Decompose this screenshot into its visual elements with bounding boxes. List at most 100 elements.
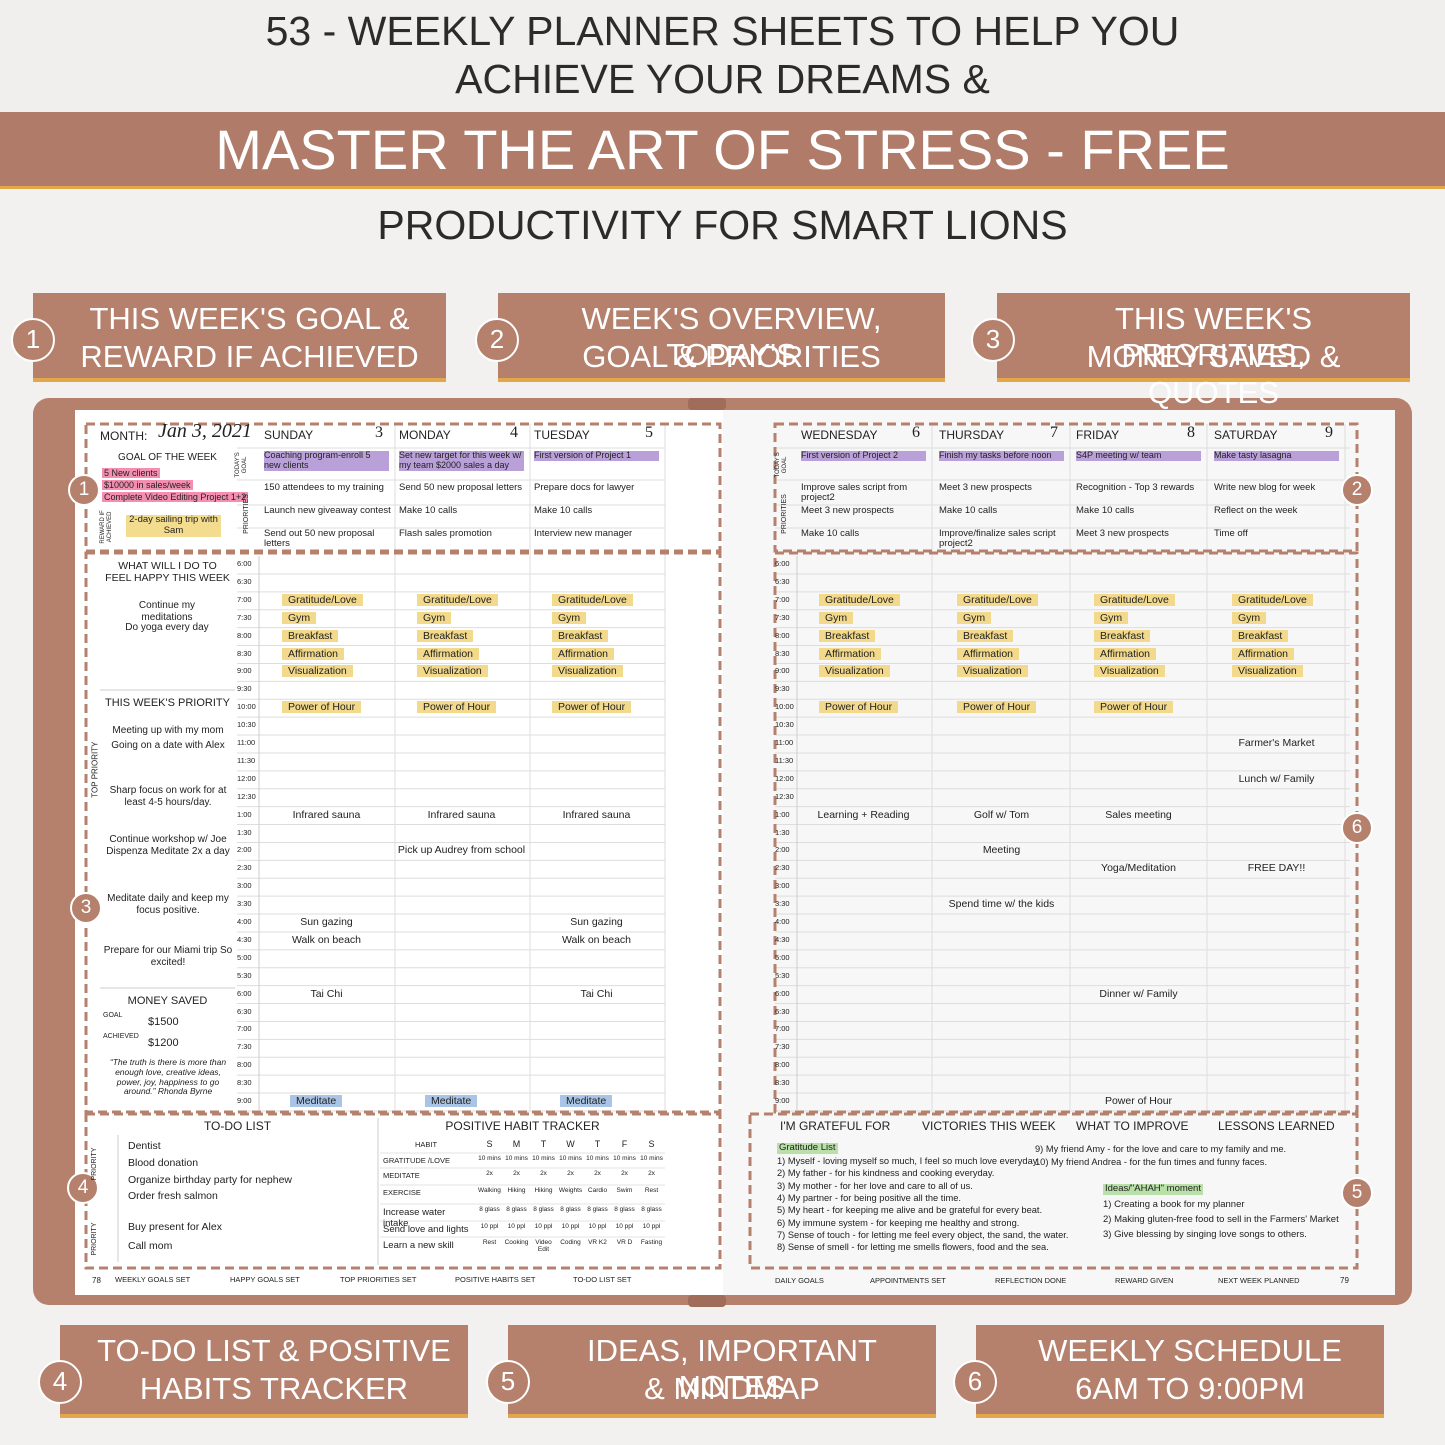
habit-cell: 2x [540,1170,547,1177]
callout-circle [11,318,55,362]
gratitude-item: 7) Sense of touch - for letting me feel … [777,1229,1069,1240]
banner-edge [0,186,1445,189]
time-label: 12:30 [775,791,794,801]
money-value: $1500 [148,1016,179,1028]
time-label: 3:30 [237,899,252,909]
time-label: 6:30 [237,576,252,586]
habit-cell: 8 glass [479,1206,500,1213]
idea-item: 1) Creating a book for my planner [1103,1200,1245,1210]
marker-number: 3 [80,897,92,918]
gratitude-item: 6) My immune system - for keeping me hea… [777,1217,1020,1228]
schedule-item: Yoga/Meditation [1101,862,1176,875]
time-label: 9:30 [775,684,790,694]
gratitude-item: 9) My friend Amy - for the love and care… [1035,1144,1287,1154]
section-heading: VICTORIES THIS WEEK [922,1119,1056,1133]
day-name: SATURDAY [1214,428,1278,442]
schedule-item: Gym [1094,611,1129,624]
habit-cell: 8 glass [506,1206,527,1213]
priority-item: Meeting up with my mom [112,725,224,736]
idea-item: 2) Making gluten-free food to sell in th… [1103,1215,1339,1225]
schedule-item: Breakfast [1232,629,1289,642]
checklist-item: REFLECTION DONE [995,1276,1067,1285]
time-label: 1:00 [775,809,790,819]
callout-number: 5 [500,1366,516,1396]
time-label: 7:00 [775,594,790,604]
marker-number: 6 [1351,817,1363,838]
habit-day: M [512,1139,521,1149]
time-label: 6:30 [775,1006,790,1016]
habit-cell: 8 glass [641,1206,662,1213]
day-priority: Send out 50 new proposal letters [264,528,375,549]
time-label: 2:00 [775,845,790,855]
marker-circle [1341,1177,1373,1209]
time-label: 10:00 [237,702,256,712]
schedule-item: Visualization [819,665,890,678]
row-label: TODAY'S GOAL [235,452,248,478]
time-label: 7:30 [237,1042,252,1052]
schedule-item: Gym [552,611,587,624]
habit-name: EXERCISE [383,1188,421,1197]
schedule-item: Visualization [417,665,488,678]
reward: 2-day sailing trip with Sam [126,514,221,537]
schedule-item: Dinner w/ Family [1099,987,1178,1000]
region [748,1112,1359,1270]
schedule-item: Gratitude/Love [819,593,900,606]
time-label: 7:30 [775,1042,790,1052]
time-label: 12:30 [237,791,256,801]
time-label: 9:00 [775,666,790,676]
time-label: 9:00 [237,666,252,676]
side-label: PRIORITY [90,1222,98,1256]
day-goal: Set new target for this week w/ my team … [399,450,524,471]
day-priority: Make 10 calls [534,505,593,516]
day-name: MONDAY [399,428,451,442]
habit-label: HABIT [415,1140,438,1149]
schedule-item: Sales meeting [1105,808,1172,821]
schedule-item: Power of Hour [1094,701,1174,714]
schedule-item: Meditate [425,1095,478,1108]
day-priority: Improve/finalize sales script project2 [939,528,1056,549]
time-label: 7:00 [237,1024,252,1034]
callout-edge [498,378,945,382]
schedule-item: Affirmation [819,647,881,660]
idea-item: 3) Give blessing by singing love songs t… [1103,1230,1307,1240]
habit-cell: Rest [482,1239,497,1246]
time-label: 9:00 [775,1096,790,1105]
habit-cell: Hiking [507,1187,526,1194]
callout-box [976,1325,1384,1417]
side-label: TOP PRIORITY [90,741,100,798]
note-label: Ideas/"AHAH" moment [1103,1183,1203,1195]
priority-item: Prepare for our Miami trip So excited! [103,945,233,968]
time-label: 8:30 [775,1078,790,1088]
time-label: 6:00 [775,559,790,568]
checklist-item: HAPPY GOALS SET [230,1275,300,1284]
day-priority: Launch new giveaway contest [264,505,391,516]
time-label: 8:30 [775,648,790,658]
time-label: 5:30 [775,970,790,980]
todo-item: Blood donation [128,1157,199,1169]
day-date: 7 [1050,424,1058,441]
callout-box [997,293,1410,381]
schedule-item: Visualization [957,665,1028,678]
schedule-item: Breakfast [552,629,609,642]
schedule-item: Visualization [1232,665,1303,678]
schedule-item: Power of Hour [417,701,497,714]
schedule-item: Gratitude/Love [957,593,1038,606]
schedule-item: Infrared sauna [427,808,496,821]
habit-cell: 10 ppl [507,1223,526,1230]
schedule-item: Power of Hour [552,701,632,714]
time-label: 4:30 [237,934,252,944]
checklist-item: TOP PRIORITIES SET [340,1275,417,1284]
gratitude-item: 8) Sense of smell - for letting me smell… [777,1242,1049,1253]
page-number: 78 [92,1276,101,1285]
schedule-item: Meeting [982,844,1021,857]
callout-text: REWARD IF ACHIEVED [80,339,419,374]
schedule-item: Affirmation [957,647,1019,660]
schedule-item: Spend time w/ the kids [948,898,1055,911]
spine-tab [688,1295,726,1307]
time-label: 11:00 [237,738,256,747]
time-label: 5:30 [237,970,252,980]
habit-name: GRATITUDE /LOVE [383,1156,450,1165]
schedule-item: Affirmation [1232,647,1294,660]
time-label: 6:30 [237,1006,252,1016]
